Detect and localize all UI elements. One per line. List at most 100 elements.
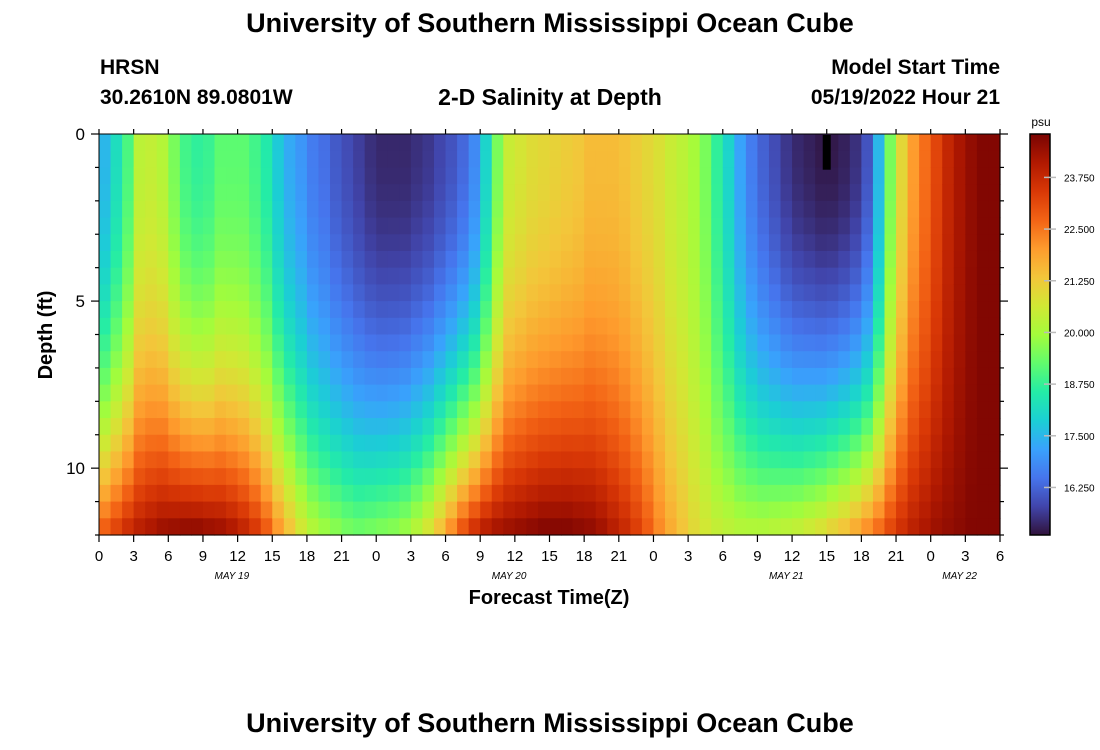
heatmap-cell	[734, 217, 747, 235]
heatmap-cell	[826, 334, 839, 352]
heatmap-cell	[133, 351, 146, 369]
heatmap-cell	[561, 468, 574, 486]
heatmap-cell	[584, 351, 597, 369]
heatmap-cell	[376, 367, 389, 386]
heatmap-cell	[295, 418, 308, 436]
heatmap-cell	[295, 267, 308, 285]
heatmap-cell	[584, 167, 597, 185]
heatmap-cell	[965, 284, 978, 302]
heatmap-cell	[838, 284, 851, 302]
heatmap-cell	[237, 250, 250, 269]
heatmap-cell	[676, 150, 689, 169]
heatmap-cell	[815, 284, 828, 302]
heatmap-cell	[226, 267, 239, 285]
heatmap-cell	[122, 150, 135, 169]
heatmap-cell	[214, 250, 227, 269]
heatmap-cell	[803, 267, 816, 285]
heatmap-cell	[884, 334, 897, 352]
heatmap-cell	[295, 234, 308, 252]
heatmap-cell	[133, 150, 146, 169]
colorbar-tick-label: 22.500	[1064, 225, 1095, 236]
heatmap-cell	[179, 284, 193, 302]
heatmap-cell	[145, 384, 158, 402]
heatmap-cell	[168, 501, 181, 519]
heatmap-cell	[896, 317, 909, 336]
heatmap-cell	[249, 518, 262, 536]
heatmap-cell	[145, 234, 158, 252]
heatmap-cell	[99, 301, 112, 319]
heatmap-cell	[214, 468, 227, 486]
heatmap-cell	[168, 284, 181, 302]
heatmap-cell	[618, 250, 631, 269]
heatmap-cell	[526, 284, 539, 302]
heatmap-cell	[711, 167, 724, 185]
heatmap-cell	[861, 234, 874, 252]
heatmap-cell	[780, 401, 793, 419]
heatmap-cell	[768, 301, 782, 319]
heatmap-cell	[457, 284, 470, 302]
heatmap-cell	[711, 184, 724, 202]
heatmap-cell	[792, 468, 805, 486]
heatmap-cell	[676, 451, 689, 469]
heatmap-cell	[988, 250, 1001, 269]
heatmap-cell	[792, 351, 805, 369]
heatmap-cell	[965, 351, 978, 369]
heatmap-cell	[976, 518, 990, 536]
heatmap-cell	[410, 234, 424, 252]
heatmap-cell	[630, 184, 643, 202]
heatmap-cell	[838, 334, 851, 352]
heatmap-cell	[387, 434, 400, 453]
heatmap-cell	[872, 217, 886, 235]
heatmap-cell	[826, 434, 839, 453]
heatmap-cell	[861, 134, 874, 152]
heatmap-cell	[110, 301, 123, 319]
heatmap-cell	[572, 501, 585, 519]
colorbar-tick-label: 23.750	[1064, 173, 1095, 184]
date-label: MAY 19	[215, 571, 250, 582]
heatmap-cell	[191, 167, 204, 185]
heatmap-cell	[861, 200, 874, 219]
heatmap-cell	[630, 134, 643, 152]
heatmap-cell	[457, 418, 470, 436]
heatmap-cell	[849, 518, 862, 536]
heatmap-cell	[295, 451, 308, 469]
heatmap-cell	[318, 451, 331, 469]
heatmap-cell	[99, 267, 112, 285]
heatmap-cell	[953, 184, 966, 202]
heatmap-cell	[653, 200, 666, 219]
heatmap-cell	[861, 284, 874, 302]
heatmap-cell	[930, 367, 943, 386]
heatmap-cell	[145, 250, 158, 269]
heatmap-cell	[907, 351, 920, 369]
heatmap-cell	[318, 367, 331, 386]
heatmap-cell	[145, 317, 158, 336]
heatmap-cell	[122, 167, 135, 185]
heatmap-cell	[849, 284, 862, 302]
heatmap-cell	[930, 468, 943, 486]
heatmap-cell	[665, 418, 678, 436]
heatmap-cell	[676, 301, 689, 319]
heatmap-cell	[156, 234, 169, 252]
x-tick-label: 3	[129, 548, 137, 565]
heatmap-cell	[965, 150, 978, 169]
heatmap-cell	[976, 418, 990, 436]
heatmap-cell	[156, 518, 169, 536]
heatmap-cell	[665, 267, 678, 285]
heatmap-cell	[168, 301, 181, 319]
heatmap-cell	[457, 134, 470, 152]
heatmap-cell	[156, 334, 169, 352]
heatmap-cell	[919, 234, 932, 252]
heatmap-cell	[988, 334, 1001, 352]
heatmap-cell	[237, 217, 250, 235]
heatmap-cell	[549, 484, 562, 503]
heatmap-cell	[99, 434, 112, 453]
colorbar-unit: psu	[1031, 115, 1050, 129]
heatmap-cell	[145, 184, 158, 202]
heatmap-cell	[376, 284, 389, 302]
heatmap-cell	[768, 351, 782, 369]
heatmap-cell	[872, 334, 886, 352]
heatmap-cell	[584, 284, 597, 302]
heatmap-cell	[665, 434, 678, 453]
heatmap-cell	[930, 301, 943, 319]
heatmap-cell	[122, 267, 135, 285]
